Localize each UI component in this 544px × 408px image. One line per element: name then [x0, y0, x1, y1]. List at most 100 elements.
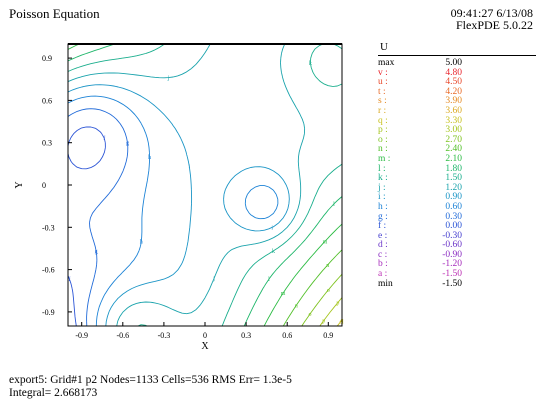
contour-label-p: p: [322, 319, 325, 325]
contour-f: [67, 126, 106, 327]
x-tick-label: -0.9: [75, 331, 88, 340]
legend-row-f: f : 0.00: [378, 221, 462, 232]
legend-key: e :: [378, 230, 388, 241]
legend-row-s: s : 3.90: [378, 97, 462, 107]
legend-value: 3.60: [445, 105, 462, 116]
timestamp: 09:41:27 6/13/08: [450, 6, 533, 20]
y-tick-label: 0.6: [42, 96, 52, 105]
legend-key: i :: [378, 192, 386, 203]
x-tick-label: 0.3: [241, 331, 251, 340]
legend-key: g :: [378, 211, 388, 222]
legend-value: 1.80: [445, 163, 462, 174]
contour-g: [67, 108, 129, 327]
legend-row-m: m : 2.10: [378, 153, 462, 165]
legend-key: l :: [378, 163, 386, 174]
contour-label-f: f: [103, 135, 105, 142]
contour-label-j: j: [212, 276, 215, 282]
legend-value: 5.00: [445, 58, 462, 68]
legend-value: -0.30: [442, 230, 462, 241]
legend-key: t :: [378, 86, 386, 97]
legend-row-c: c : -0.90: [378, 249, 462, 261]
legend-key: u :: [378, 77, 388, 88]
y-axis-label: Y: [14, 181, 25, 188]
contour-label-m: m: [281, 291, 286, 297]
legend-row-u: u : 4.50: [378, 78, 462, 88]
contour-label-o: o: [327, 288, 330, 294]
x-tick-label: 0.9: [323, 331, 333, 340]
legend-value: 0.60: [445, 201, 462, 212]
legend-value: -1.50: [442, 278, 462, 289]
legend-row-b: b : -1.20: [378, 260, 462, 270]
axes: -0.9 -0.6 -0.3 0 0.3 0.6 0.9 0.9 0.6 0.3 0 -0.3 -0.6…: [42, 54, 333, 340]
legend-key: f :: [378, 221, 387, 232]
legend-row-v: v : 4.80: [378, 67, 462, 79]
legend-row-a: a : -1.50: [378, 269, 462, 280]
legend-row-p: p : 3.00: [378, 126, 462, 136]
legend-key: n :: [378, 144, 388, 155]
contour-label-k: k: [272, 249, 275, 255]
contour-label-h: h: [148, 155, 151, 161]
y-tick-label: 0: [42, 181, 46, 190]
legend-key: d :: [378, 240, 388, 251]
legend-value: 0.00: [445, 221, 462, 232]
legend-row-h: h : 0.60: [378, 201, 462, 213]
y-tick-label: -0.6: [42, 266, 55, 275]
run-stats: export5: Grid#1 p2 Nodes=1133 Cells=536 …: [9, 374, 292, 386]
legend-title: U: [380, 41, 388, 53]
legend-row-max: max 5.00: [378, 58, 462, 69]
legend-value: 2.10: [445, 153, 462, 164]
legend-key: j :: [378, 182, 386, 193]
contour-m: [67, 43, 343, 327]
contour-label-j: j: [167, 76, 170, 82]
x-tick-label: -0.6: [116, 331, 129, 340]
legend-key: q :: [378, 115, 388, 126]
contour-lines: [67, 43, 343, 327]
legend-key: a :: [378, 269, 388, 280]
legend-row-k: k : 1.50: [378, 174, 462, 184]
contour-label-g: g: [95, 249, 98, 255]
legend-key: b :: [378, 259, 388, 270]
y-tick-label: -0.3: [42, 223, 55, 232]
legend-value: -0.90: [442, 249, 462, 260]
contour-i: [67, 84, 290, 327]
legend-row-q: q : 3.30: [378, 115, 462, 127]
legend-key: c :: [378, 249, 388, 260]
x-tick-label: 0: [203, 331, 207, 340]
legend-row-o: o : 2.70: [378, 135, 462, 146]
contour-label-h: h: [140, 239, 143, 245]
legend-value: 3.00: [445, 125, 462, 136]
x-tick-label: -0.3: [158, 331, 171, 340]
contour-label-o: o: [309, 312, 312, 318]
legend-row-i: i : 0.90: [378, 193, 462, 203]
legend-key: r :: [378, 105, 387, 116]
legend-key: p :: [378, 125, 388, 136]
contour-label-g: g: [126, 141, 129, 147]
legend-value: -1.20: [442, 259, 462, 270]
legend-row-e: e : -0.30: [378, 230, 462, 242]
legend-value: -1.50: [442, 269, 462, 280]
integral-value: Integral= 2.668173: [9, 387, 98, 399]
legend-value: 4.80: [445, 67, 462, 78]
legend-row-t: t : 4.20: [378, 86, 462, 98]
x-axis-label: X: [201, 341, 209, 352]
contour-l: [67, 43, 343, 327]
legend-row-n: n : 2.40: [378, 145, 462, 155]
contour-label-l: l: [333, 202, 335, 208]
contour-label-p: p: [336, 301, 339, 307]
contour-label-i: i: [188, 164, 190, 170]
legend-row-d: d : -0.60: [378, 241, 462, 251]
contour-label-i: i: [271, 225, 273, 231]
legend-value: 2.40: [445, 144, 462, 155]
legend-row-j: j : 1.20: [378, 182, 462, 194]
legend-value: 0.90: [445, 192, 462, 203]
legend-key: max: [378, 58, 395, 68]
legend-value: 3.90: [445, 96, 462, 107]
legend-row-r: r : 3.60: [378, 105, 462, 117]
legend-value: -0.60: [442, 240, 462, 251]
legend-value: 4.50: [445, 77, 462, 88]
legend-key: k :: [378, 173, 388, 184]
legend-value: 4.20: [445, 86, 462, 97]
legend-key: min: [378, 278, 393, 289]
legend-row-g: g : 0.30: [378, 211, 462, 223]
version-label: FlexPDE 5.0.22: [455, 18, 533, 32]
